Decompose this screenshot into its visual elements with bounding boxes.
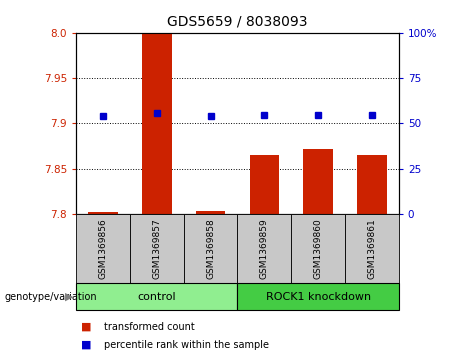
Text: ROCK1 knockdown: ROCK1 knockdown — [266, 292, 371, 302]
Text: ■: ■ — [81, 340, 91, 350]
Bar — [196, 211, 225, 214]
Text: GSM1369859: GSM1369859 — [260, 218, 269, 279]
Bar — [357, 155, 387, 214]
FancyBboxPatch shape — [237, 214, 291, 283]
FancyBboxPatch shape — [183, 214, 237, 283]
Title: GDS5659 / 8038093: GDS5659 / 8038093 — [167, 15, 307, 29]
Bar — [88, 212, 118, 214]
Bar — [142, 33, 171, 214]
Text: GSM1369860: GSM1369860 — [313, 218, 323, 279]
Text: transformed count: transformed count — [104, 322, 195, 332]
Text: GSM1369857: GSM1369857 — [152, 218, 161, 279]
Text: ▶: ▶ — [65, 292, 73, 302]
Text: genotype/variation: genotype/variation — [5, 292, 97, 302]
Bar — [249, 155, 279, 214]
Text: control: control — [137, 292, 176, 302]
Bar — [303, 149, 333, 214]
Text: ■: ■ — [81, 322, 91, 332]
FancyBboxPatch shape — [130, 214, 183, 283]
FancyBboxPatch shape — [76, 283, 237, 310]
FancyBboxPatch shape — [345, 214, 399, 283]
Text: percentile rank within the sample: percentile rank within the sample — [104, 340, 269, 350]
Text: GSM1369856: GSM1369856 — [99, 218, 107, 279]
FancyBboxPatch shape — [291, 214, 345, 283]
FancyBboxPatch shape — [76, 214, 130, 283]
Text: GSM1369861: GSM1369861 — [367, 218, 376, 279]
Text: GSM1369858: GSM1369858 — [206, 218, 215, 279]
FancyBboxPatch shape — [237, 283, 399, 310]
